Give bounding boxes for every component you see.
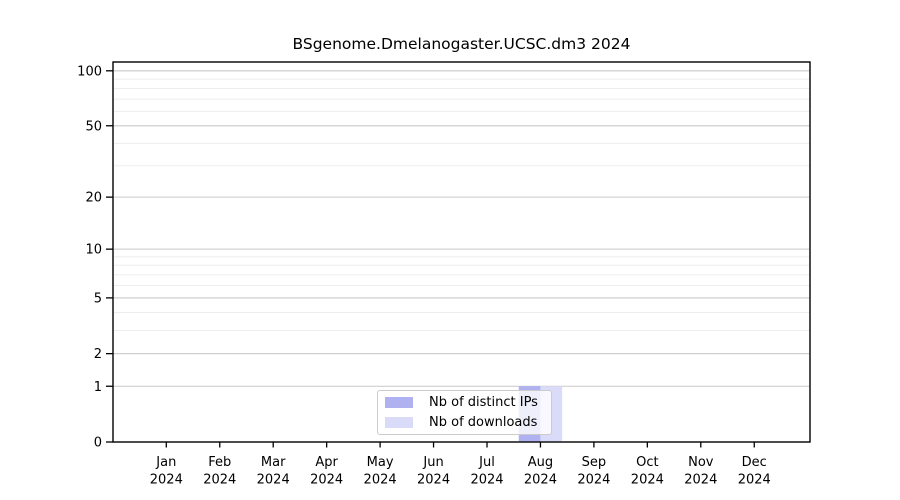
x-tick-label-year: 2024 [310,473,343,488]
x-tick-label-month: Aug [528,455,553,470]
y-tick-label: 2 [94,347,102,362]
y-tick-label: 100 [77,64,102,79]
x-tick-label-year: 2024 [364,473,397,488]
x-tick-label-month: May [367,455,394,470]
y-tick-label: 1 [94,380,102,395]
x-tick-label-year: 2024 [738,473,771,488]
y-tick-label: 0 [94,436,102,451]
y-tick-label: 5 [94,291,102,306]
x-tick-label-month: Jan [155,455,176,470]
x-tick-label-month: Feb [208,455,231,470]
legend-label-distinct-ips: Nb of distinct IPs [429,395,538,410]
x-tick-label-year: 2024 [257,473,290,488]
x-tick-label-month: Apr [315,455,338,470]
x-tick-label-month: Oct [636,455,658,470]
x-tick-label-year: 2024 [631,473,664,488]
x-tick-label-year: 2024 [470,473,503,488]
x-tick-label-month: Jun [422,455,443,470]
legend-swatch-distinct-ips-icon [385,397,413,408]
x-tick-label-month: Jul [478,455,495,470]
x-tick-label-month: Nov [688,455,714,470]
x-tick-label-year: 2024 [150,473,183,488]
x-tick-label-year: 2024 [417,473,450,488]
y-tick-label: 10 [85,243,102,258]
x-tick-label-year: 2024 [577,473,610,488]
x-tick-label-month: Sep [582,455,607,470]
plot-frame [112,61,811,443]
x-tick-label-year: 2024 [203,473,236,488]
legend-item-distinct-ips: Nb of distinct IPs [385,394,551,411]
chart-title: BSgenome.Dmelanogaster.UCSC.dm3 2024 [292,35,631,53]
x-tick-label-year: 2024 [524,473,557,488]
y-tick-label: 20 [85,191,102,206]
x-tick-label-month: Mar [261,455,286,470]
legend-label-downloads: Nb of downloads [429,415,538,430]
legend-item-downloads: Nb of downloads [385,414,551,431]
x-tick-label-year: 2024 [684,473,717,488]
x-tick-label-month: Dec [742,455,767,470]
y-tick-label: 50 [85,119,102,134]
legend-swatch-downloads-icon [385,417,413,428]
legend: Nb of distinct IPs Nb of downloads [377,390,552,435]
